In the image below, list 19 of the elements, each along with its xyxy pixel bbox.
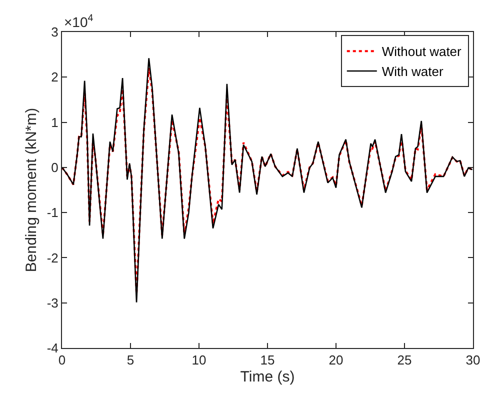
y-tick-label: 1 (51, 114, 58, 130)
y-tick-label: -3 (46, 295, 58, 310)
x-axis-title: Time (s) (240, 368, 295, 386)
legend-label: Without water (382, 44, 462, 60)
x-tick-label: 5 (126, 352, 134, 368)
x-tick-label: 25 (397, 352, 412, 368)
y-tick-label: -2 (46, 250, 58, 266)
y-tick-label: -1 (46, 205, 58, 220)
y-tick-label: -4 (46, 340, 58, 356)
x-tick-label: 20 (328, 352, 344, 368)
x-tick-label: 30 (466, 352, 480, 368)
y-axis-title: Bending moment (kN*m) (23, 108, 40, 272)
y-tick-label: 0 (51, 160, 58, 175)
x-tick-label: 15 (260, 352, 275, 368)
y-tick-label: 2 (51, 70, 58, 85)
x-tick-label: 10 (192, 352, 206, 368)
y-tick-label: 3 (51, 24, 58, 40)
legend-label: With water (382, 64, 444, 80)
text: ×10$^{4}$ (64, 13, 94, 30)
